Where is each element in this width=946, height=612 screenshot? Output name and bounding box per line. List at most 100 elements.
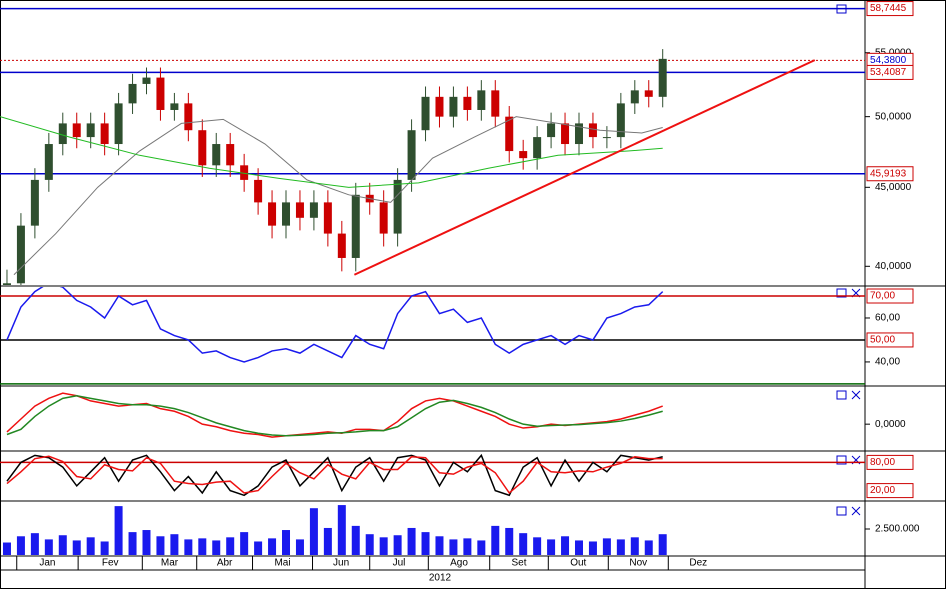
- x-tick-label: Ago: [450, 558, 468, 569]
- candle-body: [644, 90, 653, 97]
- volume-bar: [295, 539, 304, 555]
- y-tick-label: 2.500.000: [875, 524, 920, 535]
- volume-bar: [58, 535, 67, 555]
- year-label: 2012: [429, 573, 452, 584]
- candle-body: [2, 283, 11, 285]
- level-tag-label: 54,3800: [870, 55, 907, 66]
- level-tag-label: 80,00: [870, 457, 895, 468]
- candle-body: [16, 225, 25, 284]
- candle-body: [44, 144, 53, 180]
- volume-bar: [114, 506, 123, 555]
- x-tick-label: Out: [570, 558, 586, 569]
- candle-body: [463, 96, 472, 110]
- moving-average: [0, 116, 663, 188]
- candle-body: [435, 96, 444, 117]
- x-tick-label: Fev: [102, 558, 119, 569]
- candle-body: [184, 103, 193, 131]
- volume-bar: [588, 541, 597, 555]
- volume-bar: [282, 530, 291, 555]
- level-tag-label: 58,7445: [870, 3, 907, 14]
- level-tag-label: 50,00: [870, 335, 895, 346]
- level-tag-label: 70,00: [870, 291, 895, 302]
- candle-body: [421, 96, 430, 131]
- x-tick-label: Dez: [689, 558, 707, 569]
- volume-bar: [170, 534, 179, 555]
- candle-body: [282, 202, 291, 226]
- frame: [0, 0, 946, 589]
- level-tag-label: 45,9193: [870, 168, 907, 179]
- candle-body: [337, 233, 346, 258]
- x-tick-label: Abr: [217, 558, 233, 569]
- volume-bar: [337, 505, 346, 555]
- icon: [836, 506, 847, 516]
- volume-bar: [393, 535, 402, 555]
- volume-bar: [616, 539, 625, 555]
- volume-bar: [491, 525, 500, 555]
- volume-bar: [477, 540, 486, 555]
- y-tick-label: 60,00: [875, 313, 900, 324]
- candle-body: [212, 144, 221, 166]
- level-tag: [866, 288, 914, 304]
- indicator-line: [6, 394, 663, 437]
- candle-body: [226, 144, 235, 166]
- indicator-line: [6, 453, 663, 497]
- volume-bar: [198, 538, 207, 555]
- candle-body: [30, 179, 39, 226]
- indicator-line: [6, 455, 663, 495]
- candle-body: [72, 123, 81, 138]
- volume-bar: [30, 533, 39, 555]
- volume-bar: [561, 536, 570, 555]
- volume-bar: [184, 539, 193, 555]
- volume-bar: [463, 538, 472, 555]
- panel: [0, 287, 865, 385]
- panel-icons: [836, 4, 861, 516]
- panel: [6, 392, 663, 438]
- candle-body: [393, 179, 402, 234]
- x-tick-label: Mai: [274, 558, 290, 569]
- volume-bar: [128, 532, 137, 555]
- panel: [0, 7, 865, 285]
- candle-body: [86, 123, 95, 138]
- candle-body: [114, 103, 123, 145]
- volume-bar: [421, 532, 430, 555]
- volume-bar: [100, 541, 109, 555]
- volume-bar: [254, 541, 263, 555]
- volume-bar: [505, 527, 514, 555]
- candle-body: [449, 96, 458, 117]
- volume-bar: [407, 527, 416, 555]
- panel: [0, 453, 865, 497]
- candle-body: [309, 202, 318, 218]
- candle-body: [295, 202, 304, 218]
- level-tag-label: 20,00: [870, 485, 895, 496]
- volume-bar: [226, 537, 235, 555]
- candle-body: [254, 179, 263, 203]
- candle-body: [602, 137, 611, 139]
- volume-bar: [268, 538, 277, 555]
- volume-bar: [309, 508, 318, 555]
- volume-bar: [44, 539, 53, 555]
- candle-body: [561, 123, 570, 145]
- level-tag: [866, 64, 914, 80]
- x-tick-label: Jan: [39, 558, 55, 569]
- icon: [836, 455, 847, 465]
- y-tick-label: 40,00: [875, 357, 900, 368]
- y-tick-label: 0,0000: [875, 419, 906, 430]
- candle-body: [58, 123, 67, 145]
- x-tick-label: Jun: [333, 558, 349, 569]
- x-tick-label: Set: [511, 558, 526, 569]
- candle-body: [323, 202, 332, 234]
- y-tick-label: 50,0000: [875, 111, 912, 122]
- candle-body: [351, 194, 360, 258]
- candle-body: [142, 77, 151, 84]
- volume-bar: [156, 536, 165, 555]
- volume-bar: [658, 534, 667, 555]
- level-tag: [866, 1, 914, 17]
- icon: [836, 390, 847, 400]
- y-tick-label: 40,0000: [875, 261, 912, 272]
- volume-bar: [644, 540, 653, 555]
- volume-bar: [630, 537, 639, 555]
- y-tick-label: 45,0000: [875, 182, 912, 193]
- candle-body: [477, 90, 486, 110]
